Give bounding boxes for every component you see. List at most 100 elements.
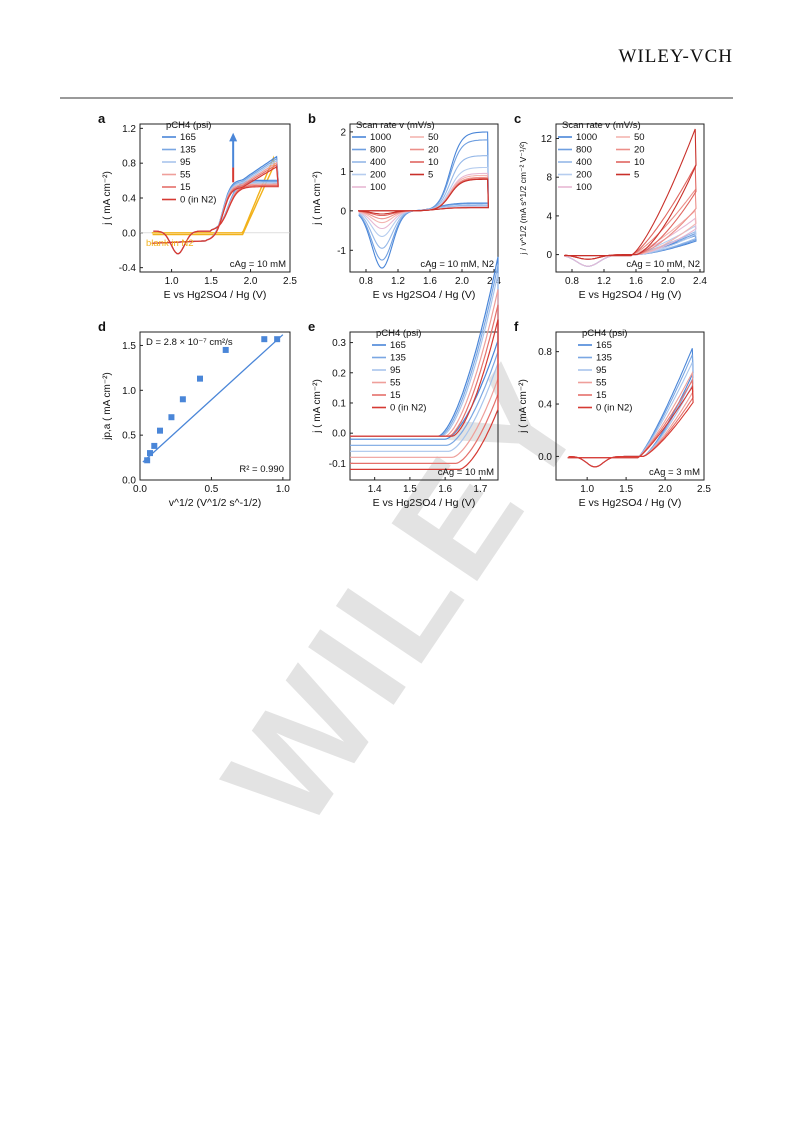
- x-tick-label: 0.0: [133, 484, 147, 495]
- cv-curve: [564, 188, 697, 260]
- x-tick-label: 2.5: [697, 484, 711, 495]
- y-tick-label: 2: [340, 127, 346, 138]
- annotation-d: D = 2.8 × 10⁻⁷ cm²/s: [146, 337, 233, 348]
- panel-letter: c: [514, 112, 521, 126]
- x-tick-label: 2.4: [693, 276, 707, 287]
- y-tick-label: 0.8: [538, 347, 552, 358]
- y-tick-label: 1.5: [122, 341, 136, 352]
- y-tick-label: 12: [541, 134, 553, 145]
- panel-c: c 0.8 1.2 1.6 2.0 2.4 0 4 8 12 E vs Hg2SO4 / Hg (V…: [514, 111, 707, 301]
- x-tick-label: 1.6: [438, 484, 452, 495]
- annotation: cAg = 10 mM, N2: [626, 259, 700, 270]
- y-tick-label: 8: [546, 173, 552, 184]
- figure-svg: a 1.0 1.5 2.0 2.5 -0.4 0.0 0.4 0.8 1.2 E vs Hg2SO4…: [98, 111, 711, 509]
- x-tick-label: 0.8: [359, 276, 373, 287]
- y-tick-label: 0.0: [538, 452, 552, 463]
- legend-entry: 15: [180, 182, 191, 193]
- y-axis-label: j / v^1/2 (mA s^1/2 cm⁻² V⁻¹/²): [518, 141, 528, 255]
- y-axis-label: j ( mA cm⁻²): [312, 171, 323, 226]
- legend-entry: 135: [596, 353, 612, 364]
- y-tick-label: 0.8: [122, 159, 136, 170]
- legend-entry: 200: [576, 170, 592, 181]
- cv-curve: [151, 165, 279, 255]
- plot-frame: [555, 331, 705, 481]
- y-tick-label: 0: [340, 206, 346, 217]
- legend-entry: 55: [596, 378, 607, 389]
- plot-frame: [139, 331, 291, 481]
- legend-entry: 50: [428, 132, 439, 143]
- legend-entry: 165: [596, 340, 612, 351]
- publisher-logo: WILEY-VCH: [618, 46, 733, 67]
- legend-entry: 135: [180, 145, 196, 156]
- x-tick-label: 2.0: [658, 484, 672, 495]
- annotation-r2: R² = 0.990: [239, 464, 284, 475]
- x-tick-label: 1.4: [368, 484, 382, 495]
- legend-entry: 10: [634, 157, 645, 168]
- annotation: cAg = 10 mM, N2: [420, 259, 494, 270]
- panel-letter: f: [514, 319, 519, 334]
- header-rule: [60, 97, 733, 99]
- data-point: [144, 457, 151, 464]
- legend-entry: 20: [428, 145, 439, 156]
- x-tick-label: 1.6: [423, 276, 437, 287]
- x-tick-label: 1.0: [580, 484, 594, 495]
- cv-curve: [564, 209, 697, 260]
- legend-title: pCH4 (psi): [582, 328, 627, 339]
- x-tick-label: 1.7: [473, 484, 487, 495]
- panel-letter: e: [308, 319, 315, 334]
- y-axis-label: j ( mA cm⁻²): [312, 379, 323, 434]
- x-tick-label: 2.0: [661, 276, 675, 287]
- panel-f: f 1.0 1.5 2.0 2.5 0.0 0.4 0.8 E vs Hg2SO4 / Hg (…: [514, 319, 711, 509]
- data-point: [274, 336, 281, 343]
- cv-curve: [564, 128, 697, 260]
- cv-curve: [358, 178, 489, 215]
- y-tick-label: -1: [337, 246, 346, 257]
- legend-entry: 95: [390, 365, 401, 376]
- data-point: [197, 375, 203, 382]
- x-tick-label: 1.5: [403, 484, 417, 495]
- annotation: cAg = 10 mM: [438, 467, 494, 478]
- legend-entry: 1000: [576, 132, 597, 143]
- legend-entry: 95: [180, 157, 191, 168]
- legend-entry: 0 (in N2): [390, 403, 426, 414]
- legend-entry: 0 (in N2): [180, 195, 216, 206]
- cv-curve: [567, 385, 694, 468]
- legend-entry: 1000: [370, 132, 391, 143]
- y-tick-label: 0.0: [122, 228, 136, 239]
- legend-entry: 400: [576, 157, 592, 168]
- x-axis-label: v^1/2 (V^1/2 s^-1/2): [169, 497, 261, 509]
- legend-entry: 0 (in N2): [596, 403, 632, 414]
- annotation: cAg = 10 mM: [230, 259, 286, 270]
- x-tick-label: 1.2: [391, 276, 405, 287]
- x-tick-label: 1.5: [619, 484, 633, 495]
- legend-entry: 400: [370, 157, 386, 168]
- legend-entry: 200: [370, 170, 386, 181]
- y-axis-label: j ( mA cm⁻²): [102, 171, 113, 226]
- legend-title: pCH4 (psi): [376, 328, 421, 339]
- y-tick-label: 0.0: [332, 429, 346, 440]
- x-axis-label: E vs Hg2SO4 / Hg (V): [579, 289, 682, 301]
- data-point: [222, 346, 229, 353]
- annotation: cAg = 3 mM: [649, 467, 700, 478]
- legend-entry: 5: [634, 170, 639, 181]
- legend-entry: 20: [634, 145, 645, 156]
- x-tick-label: 1.0: [276, 484, 290, 495]
- legend-entry: 165: [390, 340, 406, 351]
- legend-entry: 165: [180, 132, 196, 143]
- legend-entry: 800: [576, 145, 592, 156]
- y-tick-label: 1.0: [122, 386, 136, 397]
- panel-letter: b: [308, 112, 316, 126]
- fit-line: [142, 334, 284, 463]
- y-tick-label: 0.4: [122, 194, 136, 205]
- y-axis-label: j ( mA cm⁻²): [518, 379, 529, 434]
- data-point: [168, 414, 175, 421]
- y-tick-label: 0.0: [122, 476, 136, 487]
- y-axis-label: jp,a ( mA cm⁻²): [102, 372, 113, 441]
- x-tick-label: 0.5: [204, 484, 218, 495]
- figure: a 1.0 1.5 2.0 2.5 -0.4 0.0 0.4 0.8 1.2 E vs Hg2SO4…: [88, 111, 713, 527]
- cv-curve: [350, 319, 499, 470]
- arrow-head: [229, 132, 238, 142]
- cv-curve: [350, 289, 499, 458]
- y-tick-label: 0.3: [332, 338, 346, 349]
